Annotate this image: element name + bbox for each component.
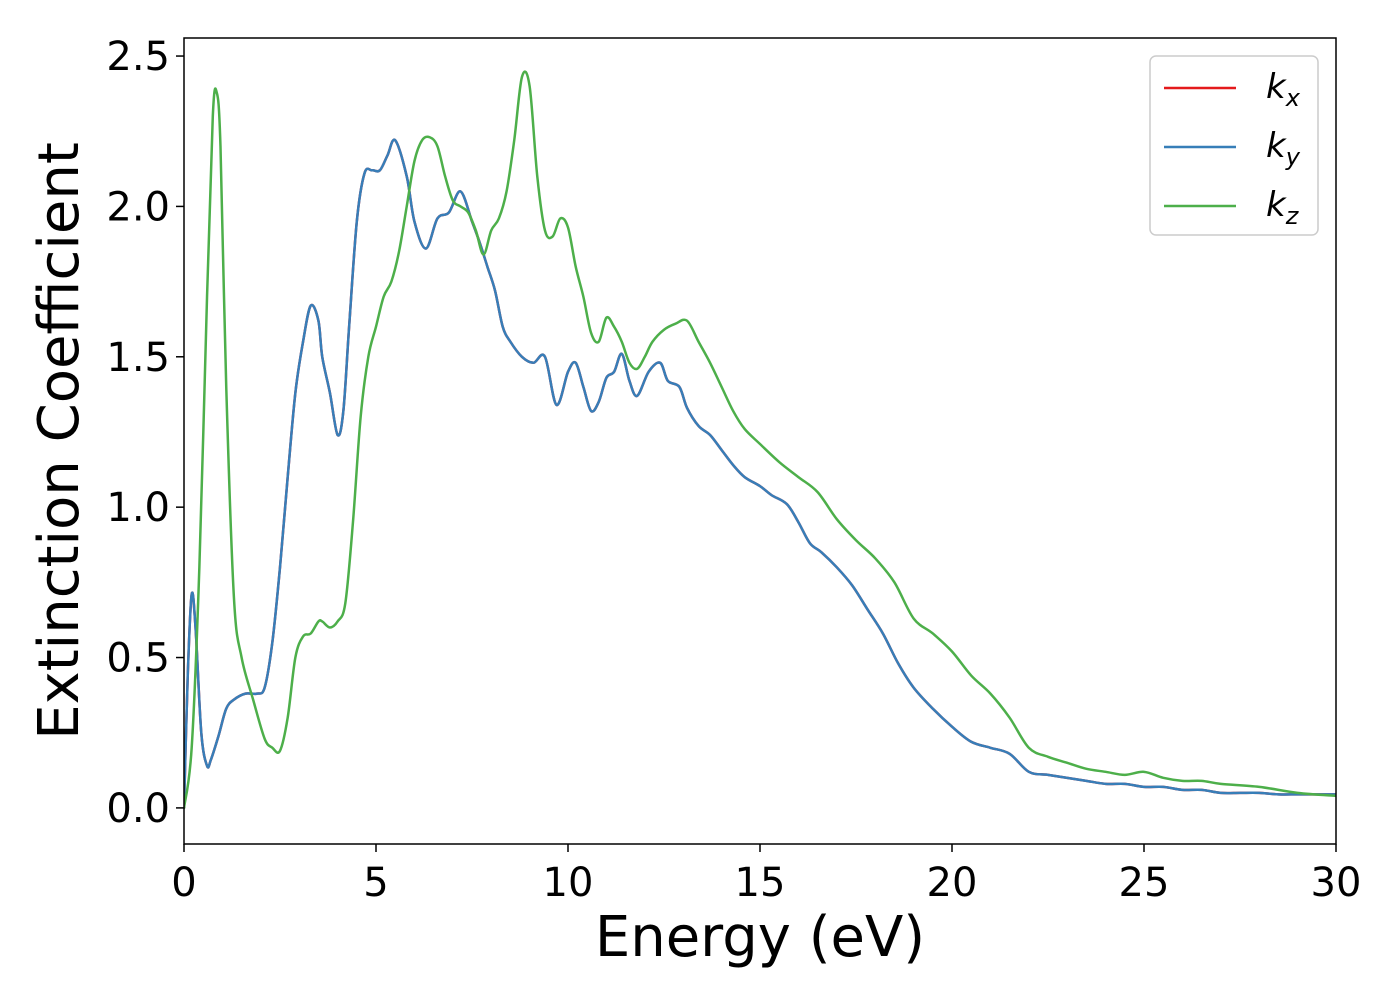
legend-label-subscript: z: [1285, 202, 1300, 230]
x-tick-label: 10: [543, 860, 594, 906]
legend-label-kx: kx: [1266, 67, 1301, 112]
x-axis-label: Energy (eV): [595, 905, 925, 970]
x-tick-label: 20: [927, 860, 978, 906]
x-tick-label: 15: [735, 860, 786, 906]
legend-label-subscript: y: [1285, 143, 1301, 171]
legend-label-subscript: x: [1285, 84, 1301, 112]
x-axis-ticks: 0 5 10 15 20 25 30: [171, 844, 1361, 906]
series-line-ky: [184, 138, 1336, 810]
y-tick-label: 2.5: [106, 34, 170, 80]
y-tick-label: 1.0: [106, 485, 170, 531]
y-tick-label: 1.5: [106, 335, 170, 381]
y-tick-label: 0.5: [106, 636, 170, 682]
y-tick-label: 0.0: [106, 786, 170, 832]
legend-box: [1149, 55, 1319, 236]
legend-label-kz: kz: [1266, 185, 1300, 230]
x-tick-label: 0: [171, 860, 196, 906]
y-tick-label: 2.0: [106, 184, 170, 230]
x-tick-label: 30: [1311, 860, 1362, 906]
x-tick-label: 25: [1119, 860, 1170, 906]
y-axis-label: Extinction Coefficient: [27, 142, 92, 740]
legend-label-main: k: [1266, 185, 1287, 225]
legend-label-main: k: [1266, 67, 1287, 107]
legend-label-ky: ky: [1266, 126, 1301, 171]
series-line-kz: [184, 70, 1336, 810]
y-axis-ticks: 0.0 0.5 1.0 1.5 2.0 2.5: [106, 34, 184, 832]
plot-background: [184, 38, 1336, 844]
plot-area: [184, 70, 1336, 810]
series-layer: [184, 70, 1336, 810]
legend-label-main: k: [1266, 126, 1287, 166]
x-tick-label: 5: [363, 860, 388, 906]
